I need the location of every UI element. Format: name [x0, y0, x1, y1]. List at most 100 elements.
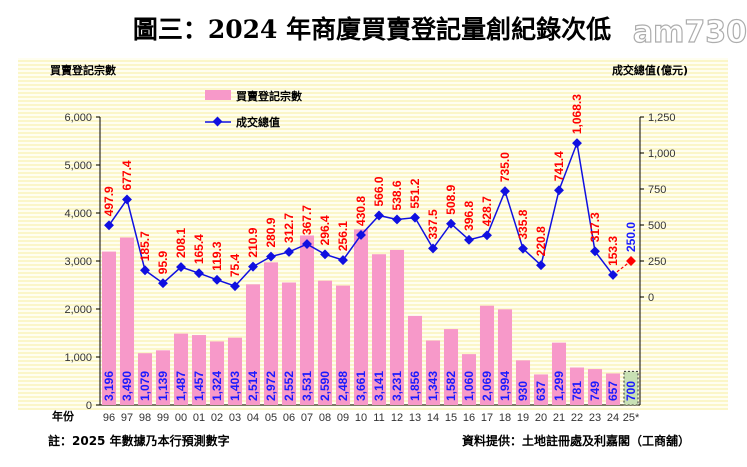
line-point	[122, 194, 132, 205]
bar-label: 1,487	[174, 371, 188, 401]
bar-label: 2,488	[336, 371, 350, 401]
x-tick-label: 18	[499, 412, 511, 424]
line-point	[464, 234, 474, 245]
line-label: 428.7	[480, 196, 494, 226]
line-label: 312.7	[282, 213, 296, 243]
line-label: 367.7	[300, 205, 314, 235]
line-label: 396.8	[462, 201, 476, 231]
x-tick-label: 06	[283, 412, 295, 424]
bar-label: 1,079	[138, 371, 152, 401]
bar	[263, 262, 279, 405]
right-tick-label: 1,250	[648, 112, 676, 124]
line-point	[140, 265, 150, 276]
line-point	[518, 243, 528, 254]
left-tick-label: 6,000	[64, 112, 92, 124]
line-point	[194, 268, 204, 279]
bar	[101, 251, 117, 405]
bar-label: 700	[624, 381, 638, 401]
x-tick-label: 05	[265, 412, 277, 424]
footer-source: 資料提供：土地註冊處及利嘉閣（工商舖）	[462, 433, 690, 448]
line-label: 256.1	[336, 221, 350, 251]
line-label: 165.4	[192, 234, 206, 264]
bar	[569, 367, 585, 405]
bar-label: 1,139	[156, 371, 170, 401]
line-point	[158, 278, 168, 289]
bar-label: 1,403	[228, 371, 242, 401]
bar	[587, 369, 603, 405]
chart-title: 圖三：2024 年商廈買賣登記量創紀錄次低	[133, 15, 611, 44]
right-tick-label: 1,000	[648, 148, 676, 160]
bar-label: 1,582	[444, 371, 458, 401]
bar-label: 1,994	[498, 371, 512, 401]
bar-label: 3,490	[120, 371, 134, 401]
bar	[425, 340, 441, 405]
chart-marks: 6,000 5,000 4,000 3,000 2,000 1,000 0 1,250 1,00…	[64, 94, 675, 424]
x-tick-label: 25*	[623, 412, 640, 424]
bar	[371, 254, 387, 405]
bar	[461, 354, 477, 405]
line-point	[338, 255, 348, 266]
x-tick-label: 16	[463, 412, 475, 424]
x-tick-label: 23	[589, 412, 601, 424]
line-point	[428, 243, 438, 254]
x-tick-label: 96	[103, 412, 115, 424]
bar	[389, 249, 405, 405]
bar	[443, 329, 459, 405]
line-point	[356, 230, 366, 240]
legend-line-label: 成交總值	[236, 115, 280, 129]
bar-label: 1,299	[552, 371, 566, 401]
bar	[281, 282, 297, 405]
bar	[155, 350, 171, 405]
bar-label: 1,324	[210, 371, 224, 401]
bar	[353, 229, 369, 405]
left-axis-title: 買賣登記宗數	[50, 63, 116, 77]
line-point	[248, 261, 258, 272]
bar	[317, 280, 333, 405]
line-label: 677.4	[120, 160, 134, 190]
bar-label: 1,343	[426, 371, 440, 401]
bar	[119, 237, 135, 405]
line-label: 210.9	[246, 227, 260, 257]
x-tick-label: 09	[337, 412, 349, 424]
bar	[335, 285, 351, 405]
x-tick-label: 17	[481, 412, 493, 424]
bar-label: 781	[570, 381, 584, 401]
line-point	[572, 138, 582, 149]
line-label: 317.3	[588, 212, 602, 242]
line-label: 1,068.3	[570, 94, 584, 134]
bar-label: 2,590	[318, 371, 332, 401]
x-tick-label: 20	[535, 412, 547, 424]
line-point	[446, 218, 456, 229]
x-tick-label: 19	[517, 412, 529, 424]
x-tick-label: 99	[157, 412, 169, 424]
bar-label: 3,231	[390, 371, 404, 401]
bar	[497, 309, 513, 405]
line-label: 153.3	[606, 236, 620, 266]
bar	[551, 342, 567, 405]
left-tick-label: 5,000	[64, 160, 92, 172]
line-point	[320, 249, 330, 260]
x-tick-label: 24	[607, 412, 619, 424]
line-label: 208.1	[174, 228, 188, 258]
bar	[137, 353, 153, 405]
line-label: 508.9	[444, 184, 458, 214]
x-tick-label: 98	[139, 412, 151, 424]
bar	[227, 337, 243, 405]
bar-label: 637	[534, 381, 548, 401]
x-tick-label: 14	[427, 412, 439, 424]
right-axis-title: 成交總值(億元)	[612, 63, 688, 77]
line-label: 75.4	[228, 253, 242, 277]
left-tick-label: 2,000	[64, 304, 92, 316]
line-point	[536, 260, 546, 271]
legend-bar-label: 買賣登記宗數	[236, 89, 302, 103]
bar-label: 2,552	[282, 371, 296, 401]
x-tick-label: 00	[175, 412, 187, 424]
bar-label: 3,661	[354, 371, 368, 401]
bar	[479, 305, 495, 405]
right-tick-label: 500	[648, 220, 666, 232]
right-tick-label: 750	[648, 184, 666, 196]
bar-label: 3,531	[300, 371, 314, 401]
bar-label: 2,514	[246, 371, 260, 401]
bar	[173, 333, 189, 405]
line-label: 95.9	[156, 251, 170, 275]
